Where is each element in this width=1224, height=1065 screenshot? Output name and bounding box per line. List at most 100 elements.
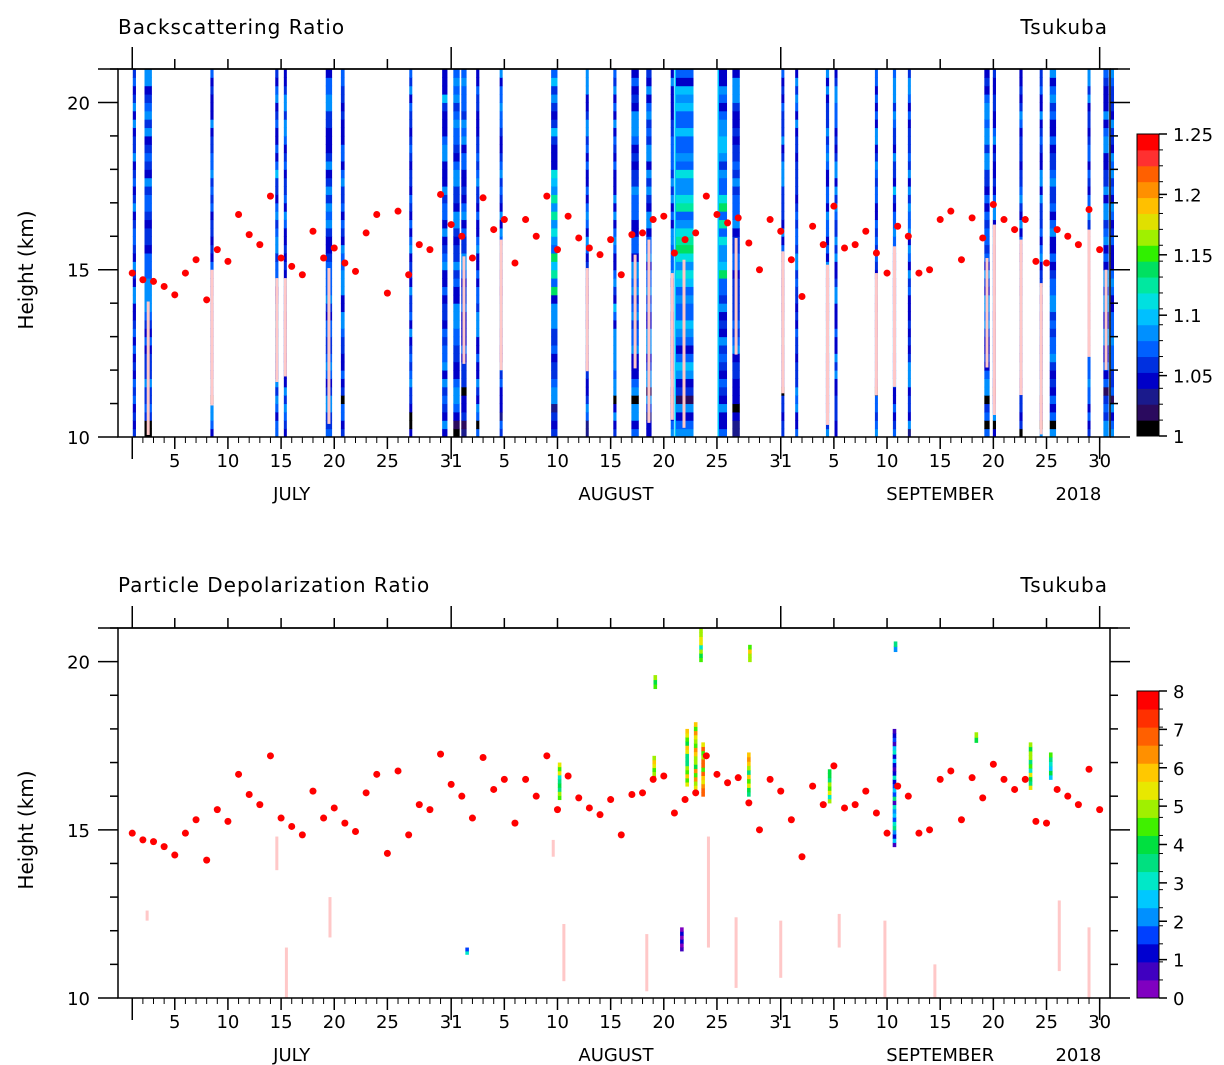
observation-cell xyxy=(1049,278,1057,287)
observation-cell xyxy=(834,411,838,421)
observation-cell xyxy=(476,294,480,304)
observation-cell xyxy=(992,152,997,162)
depolarization-cell xyxy=(827,781,832,787)
observation-cell xyxy=(585,211,589,221)
observation-cell xyxy=(325,211,333,221)
depolarization-cell xyxy=(1028,772,1033,778)
observation-cell xyxy=(1110,161,1115,170)
observation-cell xyxy=(613,69,617,78)
observation-cell xyxy=(631,127,639,137)
observation-cell xyxy=(717,77,728,87)
tropopause-point xyxy=(479,754,487,761)
observation-cell xyxy=(210,169,214,179)
observation-cell xyxy=(717,227,728,237)
observation-cell xyxy=(442,127,448,137)
observation-cell xyxy=(834,236,838,246)
depolarization-cell xyxy=(748,649,752,654)
observation-cell xyxy=(732,69,740,78)
observation-cell xyxy=(781,177,785,187)
observation-cell xyxy=(499,110,503,120)
observation-cell xyxy=(210,177,214,187)
observation-cell xyxy=(409,177,413,187)
observation-cell xyxy=(892,219,897,229)
observation-cell xyxy=(283,85,287,95)
observation-cell xyxy=(834,428,838,438)
depolarization-cell xyxy=(1028,785,1033,790)
depolarization-cell xyxy=(1028,755,1033,760)
tropopause-point xyxy=(139,836,147,844)
low-depolarization-segment xyxy=(734,917,738,988)
observation-cell xyxy=(499,211,503,221)
observation-cell xyxy=(992,119,997,129)
tropopause-point xyxy=(883,269,891,277)
observation-cell xyxy=(453,428,460,438)
observation-cell xyxy=(551,85,558,95)
tropopause-point xyxy=(755,266,763,274)
observation-cell xyxy=(732,378,740,388)
observation-cell xyxy=(1049,370,1057,379)
tropopause-point xyxy=(819,801,827,809)
observation-cell xyxy=(476,353,480,363)
depolarization-cell xyxy=(827,798,832,804)
observation-cell xyxy=(1019,127,1023,137)
month-label: 2018 xyxy=(1055,1045,1101,1065)
observation-cell xyxy=(476,428,480,438)
depolarization-cell xyxy=(685,732,689,738)
observation-cell xyxy=(325,261,333,271)
observation-cell xyxy=(613,244,617,254)
observation-cell xyxy=(732,127,740,137)
observation-cell xyxy=(795,152,799,162)
observation-cell xyxy=(551,311,558,321)
observation-cell xyxy=(551,219,558,229)
observation-cell xyxy=(907,177,911,187)
observation-cell xyxy=(795,411,799,421)
x-tick-label: 15 xyxy=(599,451,622,472)
observation-cell xyxy=(476,236,480,246)
observation-cell xyxy=(907,227,911,237)
observation-cell xyxy=(453,144,460,154)
month-label: SEPTEMBER xyxy=(886,484,994,505)
observation-cell xyxy=(717,69,728,78)
tropopause-point xyxy=(862,227,870,235)
tropopause-point xyxy=(915,829,923,837)
observation-cell xyxy=(613,311,617,321)
observation-cell xyxy=(984,370,990,379)
observation-cell xyxy=(1110,85,1115,95)
observation-cell xyxy=(132,161,136,170)
observation-cell xyxy=(1110,411,1115,421)
observation-cell xyxy=(781,85,785,95)
tropopause-point xyxy=(192,816,200,824)
tropopause-point xyxy=(692,229,700,237)
observation-cell xyxy=(984,144,990,154)
depolarization-cell xyxy=(827,786,832,791)
observation-cell xyxy=(585,420,589,430)
observation-cell xyxy=(409,395,413,405)
observation-cell xyxy=(984,395,990,405)
observation-cell xyxy=(717,102,728,112)
observation-cell xyxy=(717,378,728,388)
observation-cell xyxy=(476,152,480,162)
depolarization-cell xyxy=(557,762,562,768)
observation-cell xyxy=(442,253,448,262)
observation-cell xyxy=(340,345,345,354)
observation-cell xyxy=(1087,420,1091,430)
observation-cell xyxy=(132,135,136,145)
depolarization-cell xyxy=(892,758,897,764)
observation-cell xyxy=(461,236,467,246)
depolarization-cell xyxy=(680,946,684,952)
observation-cell xyxy=(585,253,589,262)
observation-cell xyxy=(551,144,558,154)
observation-cell xyxy=(409,411,413,421)
depolarization-cell xyxy=(892,728,897,734)
observation-cell xyxy=(275,219,279,229)
tropopause-point xyxy=(724,779,732,787)
observation-cell xyxy=(1087,161,1091,170)
x-tick-label: 15 xyxy=(270,451,293,472)
observation-cell xyxy=(874,94,878,103)
observation-cell xyxy=(340,102,345,112)
observation-cell xyxy=(210,119,214,129)
observation-cell xyxy=(907,77,911,87)
observation-cell xyxy=(132,370,136,379)
observation-cell xyxy=(795,261,799,271)
